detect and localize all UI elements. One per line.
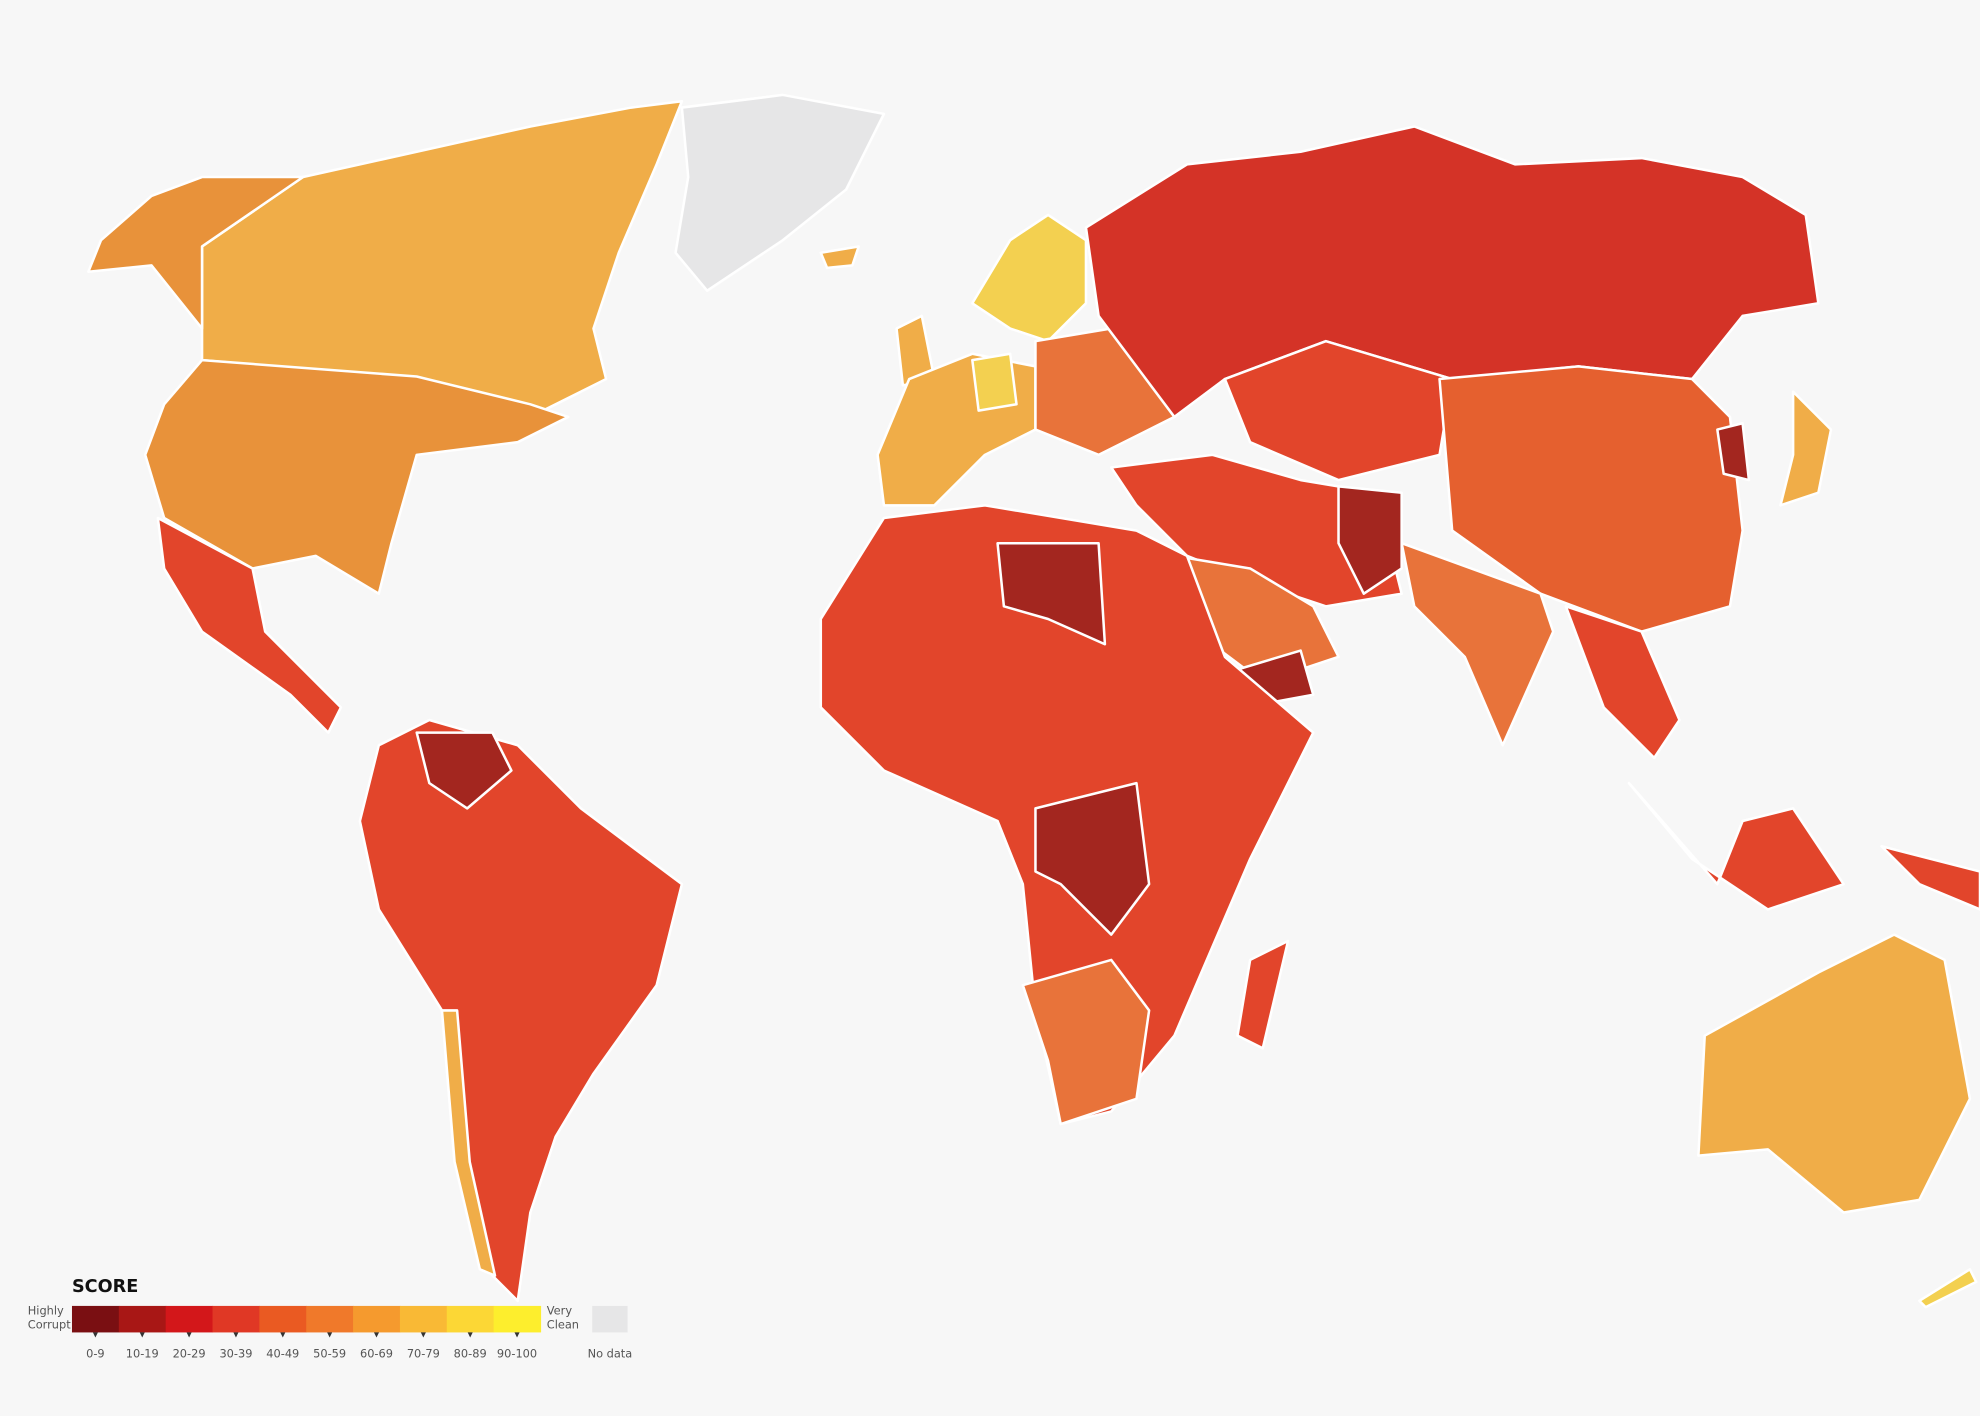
legend-high-label: Clean [547, 1318, 579, 1332]
legend-no-data-swatch [592, 1305, 628, 1333]
north-korea [1716, 421, 1751, 482]
alaska [87, 175, 305, 330]
madagascar [1236, 939, 1290, 1050]
papua-new-guinea [1880, 845, 1980, 911]
legend-bin-label: 70-79 [407, 1347, 440, 1361]
southeast-asia [1564, 605, 1681, 760]
legend-bin-label: 10-19 [126, 1347, 159, 1361]
new-zealand [1918, 1268, 1978, 1309]
legend-no-data-label: No data [588, 1347, 633, 1361]
legend: SCORE Highly Corrupt Very Clean 0-9 10-19… [28, 1277, 632, 1361]
central-asia [1223, 339, 1454, 482]
china [1438, 365, 1744, 633]
libya [996, 541, 1107, 646]
legend-bin-label: 50-59 [313, 1347, 346, 1361]
afghanistan [1337, 485, 1403, 595]
legend-high-label: Very [547, 1304, 573, 1318]
legend-tick [373, 1332, 380, 1338]
greenland [674, 93, 886, 292]
chile [440, 1009, 497, 1277]
legend-low-label: Corrupt [28, 1318, 71, 1332]
legend-bin-label: 40-49 [266, 1347, 299, 1361]
legend-swatch [306, 1305, 354, 1333]
countries [87, 93, 1980, 1309]
middle-east [1109, 453, 1403, 608]
india [1400, 541, 1555, 747]
legend-bin-label: 60-69 [360, 1347, 393, 1361]
legend-tick [420, 1332, 426, 1338]
legend-swatch [353, 1305, 401, 1333]
germany [971, 352, 1018, 412]
southern-africa [1021, 958, 1151, 1126]
australia [1697, 933, 1972, 1214]
scandinavia [971, 213, 1088, 343]
legend-tick [92, 1332, 98, 1338]
legend-swatch [399, 1305, 448, 1333]
legend-bin-label: 0-9 [86, 1347, 105, 1361]
central-america [156, 516, 343, 734]
legend-tick [327, 1332, 333, 1338]
legend-swatch [259, 1305, 307, 1333]
legend-swatch [118, 1305, 167, 1333]
legend-swatch [446, 1305, 495, 1333]
legend-tick [514, 1332, 520, 1338]
legend-low-label: Highly [28, 1304, 64, 1318]
legend-swatch [493, 1305, 542, 1333]
legend-bin-label: 20-29 [173, 1347, 206, 1361]
legend-tick [139, 1332, 145, 1338]
south-america [358, 718, 684, 1303]
legend-swatch [71, 1305, 120, 1333]
legend-title: SCORE [72, 1277, 138, 1297]
legend-tick [280, 1332, 286, 1338]
japan [1779, 390, 1833, 507]
legend-tick [233, 1332, 239, 1338]
legend-tick [467, 1332, 473, 1338]
russia [1084, 125, 1820, 419]
legend-swatch [212, 1305, 261, 1333]
legend-swatch [165, 1305, 214, 1333]
usa [143, 358, 570, 595]
legend-tick [186, 1332, 192, 1338]
drc [1034, 781, 1151, 936]
legend-bin-label: 90-100 [497, 1347, 537, 1361]
venezuela [415, 731, 513, 810]
legend-bin-label: 30-39 [219, 1347, 252, 1361]
legend-bin-label: 80-89 [454, 1347, 487, 1361]
iceland [819, 245, 860, 270]
indonesia [1627, 781, 1845, 911]
